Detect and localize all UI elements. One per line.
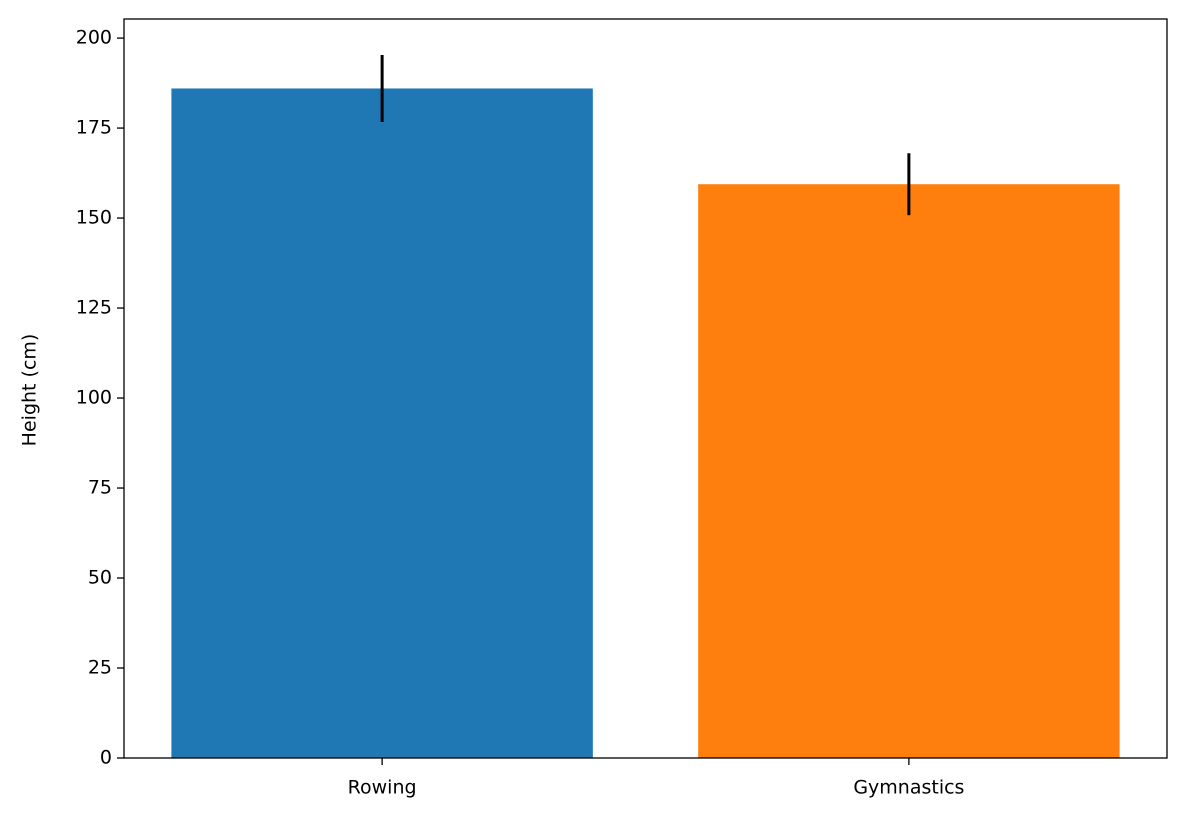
y-tick-label: 100 <box>76 387 112 409</box>
y-tick-label: 50 <box>88 567 112 589</box>
plot-frame <box>123 18 1168 759</box>
y-axis-label: Height (cm) <box>19 334 41 447</box>
y-tick-label: 75 <box>88 477 112 499</box>
x-tick-label: Rowing <box>348 777 417 799</box>
y-tick-label: 125 <box>76 297 112 319</box>
y-tick-label: 25 <box>88 657 112 679</box>
y-tick-label: 150 <box>76 207 112 229</box>
bar <box>171 88 593 759</box>
y-tick-label: 175 <box>76 117 112 139</box>
x-tick-label: Gymnastics <box>853 777 964 799</box>
y-tick-label: 200 <box>76 27 112 49</box>
y-tick-label: 0 <box>100 747 112 769</box>
bar <box>698 184 1120 758</box>
